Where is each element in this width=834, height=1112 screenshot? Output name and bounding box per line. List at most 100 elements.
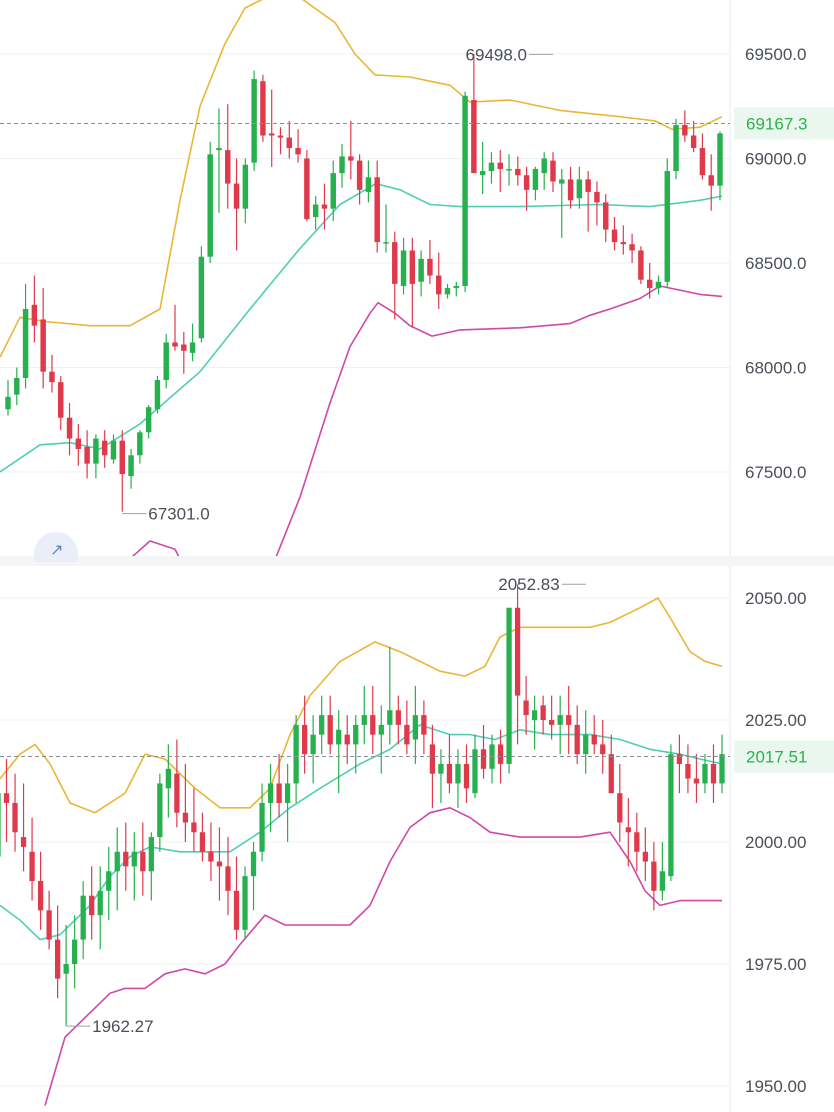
candle-up[interactable] [145,405,152,439]
candle-down[interactable] [29,817,35,901]
candle-down[interactable] [395,695,401,745]
candle-up[interactable] [336,710,342,794]
candle-up[interactable] [157,773,163,852]
candlestick-chart-bottom[interactable]: 2050.00 2025.00 2000.00 1975.00 1950.00 2017.… [0,566,834,1112]
candle-down[interactable] [600,720,606,774]
candle-up[interactable] [659,842,666,901]
candle-up[interactable] [655,275,662,295]
candle-down[interactable] [46,890,52,950]
candle-down[interactable] [699,133,706,180]
candle-down[interactable] [208,822,214,882]
candle-down[interactable] [608,734,614,794]
candle-down[interactable] [435,252,442,309]
candle-down[interactable] [277,127,284,155]
candle-up[interactable] [63,924,69,1027]
candle-down[interactable] [181,331,187,374]
candle-down[interactable] [301,695,308,774]
candle-up[interactable] [472,734,478,799]
candle-up[interactable] [531,695,538,750]
candle-up[interactable] [339,143,345,188]
candle-up[interactable] [717,131,723,201]
candle-up[interactable] [5,380,11,416]
candle-up[interactable] [330,160,336,222]
candle-down[interactable] [693,754,700,803]
candle-up[interactable] [668,744,674,882]
candle-up[interactable] [148,832,154,901]
candle-down[interactable] [550,152,556,192]
candle-up[interactable] [541,152,547,190]
candle-up[interactable] [250,842,257,911]
candle-up[interactable] [293,715,299,803]
candle-up[interactable] [576,166,583,209]
candle-down[interactable] [642,827,648,882]
candle-up[interactable] [72,915,78,989]
candle-down[interactable] [260,74,266,142]
candle-up[interactable] [106,846,112,921]
candle-down[interactable] [233,158,240,251]
candle-down[interactable] [409,237,416,328]
candle-down[interactable] [172,304,178,351]
candle-up[interactable] [93,434,99,479]
candle-down[interactable] [140,822,146,896]
candle-down[interactable] [634,812,640,872]
candle-up[interactable] [479,141,486,195]
candle-up[interactable] [557,695,563,755]
candle-down[interactable] [574,705,580,764]
candle-up[interactable] [444,283,451,299]
candle-down[interactable] [49,354,55,393]
expand-button[interactable]: ↗ [34,532,78,562]
candle-down[interactable] [119,430,125,512]
candle-down[interactable] [276,754,282,818]
candle-down[interactable] [89,866,95,940]
candle-down[interactable] [101,430,108,468]
candle-up[interactable] [312,196,319,230]
candle-up[interactable] [353,715,359,774]
candle-up[interactable] [114,827,120,911]
candle-up[interactable] [559,168,565,238]
candle-down[interactable] [523,166,530,211]
candle-up[interactable] [216,108,222,213]
candle-down[interactable] [497,150,503,192]
candle-down[interactable] [268,89,275,167]
candle-up[interactable] [365,160,372,203]
candle-up[interactable] [97,866,103,950]
candle-up[interactable] [165,744,171,818]
candle-down[interactable] [321,183,328,230]
candle-down[interactable] [585,171,591,232]
candle-up[interactable] [198,246,205,343]
candle-up[interactable] [664,158,670,289]
candle-down[interactable] [480,724,487,779]
candle-down[interactable] [611,217,618,251]
candle-down[interactable] [427,240,433,284]
candle-down[interactable] [348,120,354,180]
candle-up[interactable] [80,881,86,960]
chart-panel-top[interactable]: 69500.0 69000.0 68500.0 68000.0 67500.0 69167… [0,0,834,556]
candle-up[interactable] [673,118,679,180]
candle-up[interactable] [387,646,393,745]
candle-up[interactable] [189,323,196,362]
candle-up[interactable] [154,375,161,414]
candle-down[interactable] [216,827,223,901]
candle-down[interactable] [356,154,363,205]
candle-down[interactable] [84,430,90,479]
candle-up[interactable] [259,783,265,862]
candle-up[interactable] [378,705,384,774]
candle-down[interactable] [463,744,470,803]
candle-down[interactable] [233,856,240,940]
candle-up[interactable] [319,695,325,755]
candle-down[interactable] [123,822,129,891]
candle-down[interactable] [429,724,436,808]
candle-down[interactable] [710,744,717,803]
candle-down[interactable] [225,104,231,209]
candle-down[interactable] [40,288,46,389]
candle-up[interactable] [267,763,274,833]
candle-up[interactable] [453,281,460,297]
candle-down[interactable] [514,584,521,745]
candle-down[interactable] [540,695,546,735]
candle-up[interactable] [0,769,1,891]
candle-up[interactable] [14,367,20,406]
candle-up[interactable] [251,70,257,172]
candle-down[interactable] [3,759,10,842]
candle-down[interactable] [682,110,688,142]
candle-up[interactable] [412,685,419,764]
